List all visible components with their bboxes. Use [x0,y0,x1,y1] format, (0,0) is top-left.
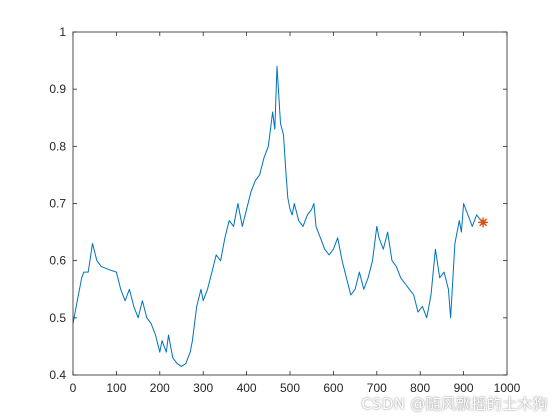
x-tick-label: 200 [150,381,170,395]
y-tick-label: 0.4 [49,368,66,382]
y-tick-label: 0.9 [49,82,66,96]
x-tick-label: 0 [70,381,77,395]
axes-box [72,31,508,376]
marker-layer [478,217,489,228]
star-marker-core [480,219,486,225]
x-tick-label: 400 [237,381,257,395]
x-tick-label: 900 [454,381,474,395]
x-tick-label: 700 [367,381,387,395]
axes-background [73,32,507,375]
watermark: CSDN @随风飘摇的土木狗 [361,395,548,413]
y-tick-label: 1 [59,25,66,39]
star-marker-0 [478,217,489,228]
x-tick-label: 100 [106,381,126,395]
x-tick-label: 500 [280,381,300,395]
y-tick-label: 0.6 [49,254,66,268]
y-tick-label: 0.5 [49,311,66,325]
x-tick-label: 1000 [494,381,521,395]
y-tick-label: 0.7 [49,197,66,211]
x-tick-label: 300 [193,381,213,395]
x-tick-labels: 0 100 200 300 400 500 600 700 800 900 1000 [70,381,521,395]
x-tick-label: 600 [323,381,343,395]
x-tick-label: 800 [410,381,430,395]
y-tick-labels: 0.4 0.5 0.6 0.7 0.8 0.9 1 [49,25,66,382]
series-line-0 [72,65,482,367]
y-tick-label: 0.8 [49,139,66,153]
series-layer [72,65,482,367]
